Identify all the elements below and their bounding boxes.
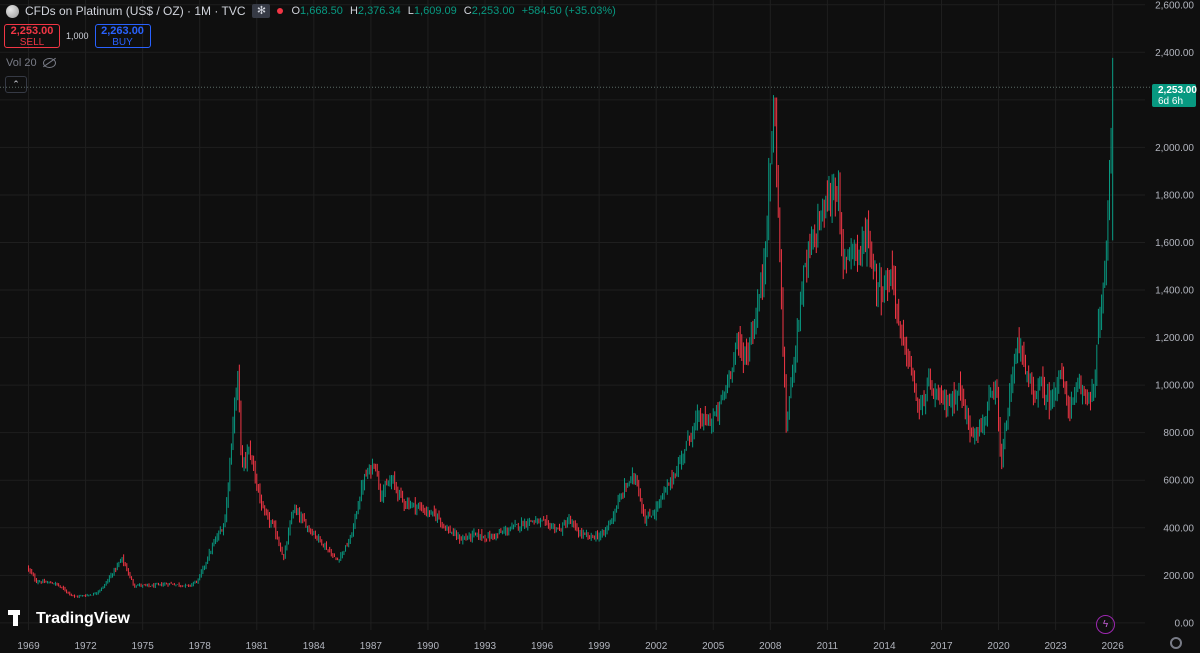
time-axis[interactable]: 1969 1972 1975 1978 1981 1984 1987 1990 1993 1996… — [17, 641, 1124, 652]
y-tick-label: 600.00 — [1163, 476, 1194, 487]
x-tick-label: 2002 — [645, 641, 668, 652]
y-tick-label: 800.00 — [1163, 428, 1194, 439]
x-tick-label: 2008 — [759, 641, 782, 652]
open-label: O — [291, 5, 301, 17]
y-tick-label: 2,600.00 — [1155, 0, 1194, 11]
y-tick-label: 1,400.00 — [1155, 286, 1194, 297]
sell-price: 2,253.00 — [10, 25, 54, 37]
change-value: +584.50 (+35.03%) — [521, 5, 616, 17]
y-tick-label: 1,200.00 — [1155, 333, 1194, 344]
logo-text: TradingView — [36, 610, 130, 627]
buy-price: 2,263.00 — [101, 25, 144, 37]
x-tick-label: 1975 — [132, 641, 155, 652]
settings-asterisk-icon[interactable]: ✻ — [252, 4, 271, 18]
x-tick-label: 2005 — [702, 641, 725, 652]
symbol-legend: CFDs on Platinum (US$ / OZ) · 1M · TVC ✻… — [6, 4, 620, 18]
last-price-badge: 2,253.00 6d 6h — [1152, 84, 1197, 107]
price-axis[interactable]: 0.00 200.00 400.00 600.00 800.00 1,000.00 1,20… — [1155, 0, 1194, 629]
x-tick-label: 1996 — [531, 641, 554, 652]
sell-button[interactable]: 2,253.00 SELL — [4, 24, 60, 48]
chart-grid — [0, 0, 1145, 630]
close-value: 2,253.00 — [471, 5, 515, 17]
x-tick-label: 1984 — [303, 641, 326, 652]
order-quantity[interactable]: 1,000 — [66, 31, 89, 41]
x-tick-label: 1978 — [189, 641, 212, 652]
y-tick-label: 0.00 — [1175, 618, 1195, 629]
volume-indicator-legend: Vol 20 — [6, 57, 56, 69]
x-tick-label: 1972 — [74, 641, 97, 652]
x-tick-label: 2026 — [1102, 641, 1125, 652]
close-label: C — [463, 5, 472, 17]
lightning-icon[interactable]: ϟ — [1096, 615, 1115, 634]
ohlc-values: O1,668.50 H2,376.34 L1,609.09 C2,253.00 … — [291, 5, 619, 17]
buy-label: BUY — [112, 37, 133, 48]
gear-icon[interactable] — [1170, 637, 1182, 649]
eye-hidden-icon[interactable] — [42, 58, 56, 68]
x-tick-label: 2023 — [1044, 641, 1067, 652]
low-value: 1,609.09 — [413, 5, 457, 17]
volume-indicator-label[interactable]: Vol 20 — [6, 57, 37, 69]
collapse-legend-button[interactable]: ⌃ — [5, 76, 27, 93]
x-tick-label: 1969 — [17, 641, 40, 652]
x-tick-label: 1990 — [417, 641, 440, 652]
trade-panel: 2,253.00 SELL 1,000 2,263.00 BUY — [4, 24, 151, 48]
x-tick-label: 2020 — [987, 641, 1010, 652]
market-status-dot — [277, 8, 284, 14]
low-label: L — [407, 5, 414, 17]
x-tick-label: 2017 — [930, 641, 953, 652]
x-tick-label: 2011 — [817, 641, 839, 652]
y-tick-label: 2,000.00 — [1155, 143, 1194, 154]
y-tick-label: 1,000.00 — [1155, 381, 1194, 392]
y-tick-label: 400.00 — [1163, 523, 1194, 534]
tradingview-logo[interactable]: TradingView — [8, 608, 130, 630]
high-label: H — [349, 5, 358, 17]
x-tick-label: 1987 — [360, 641, 383, 652]
high-value: 2,376.34 — [357, 5, 401, 17]
buy-button[interactable]: 2,263.00 BUY — [94, 24, 151, 48]
bar-countdown: 6d 6h — [1158, 96, 1184, 107]
x-tick-label: 1999 — [588, 641, 611, 652]
y-tick-label: 1,600.00 — [1155, 238, 1194, 249]
x-tick-label: 1993 — [474, 641, 497, 652]
x-tick-label: 2014 — [873, 641, 896, 652]
candlestick-series — [28, 57, 1114, 599]
platinum-symbol-icon — [6, 4, 19, 18]
open-value: 1,668.50 — [300, 5, 343, 17]
y-tick-label: 1,800.00 — [1155, 190, 1194, 201]
tradingview-logo-icon — [8, 608, 30, 630]
y-tick-label: 200.00 — [1163, 571, 1194, 582]
symbol-title[interactable]: CFDs on Platinum (US$ / OZ) · 1M · TVC — [25, 4, 246, 18]
x-tick-label: 1981 — [246, 641, 269, 652]
last-price-value: 2,253.00 — [1158, 85, 1197, 96]
sell-label: SELL — [19, 37, 45, 48]
y-tick-label: 2,400.00 — [1155, 48, 1194, 59]
